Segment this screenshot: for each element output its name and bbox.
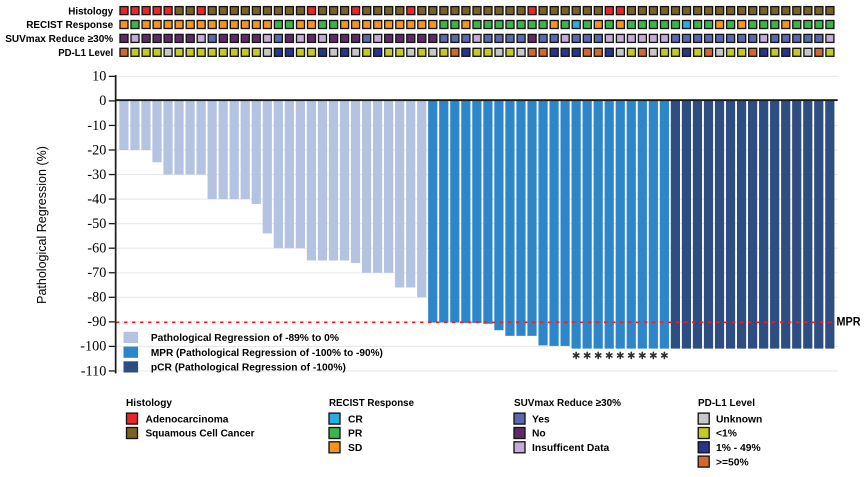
- svg-text:RECIST Response: RECIST Response: [329, 398, 414, 409]
- svg-text:MPR: MPR: [837, 317, 862, 329]
- svg-text:Adenocarcinoma: Adenocarcinoma: [146, 414, 229, 425]
- svg-text:-90: -90: [87, 314, 106, 330]
- svg-text:SUVmax Reduce ≥30%: SUVmax Reduce ≥30%: [5, 34, 113, 45]
- svg-text:-70: -70: [87, 265, 106, 281]
- svg-text:Yes: Yes: [532, 414, 550, 425]
- svg-text:Pathological Regression (%): Pathological Regression (%): [35, 146, 49, 304]
- svg-text:0: 0: [99, 93, 106, 109]
- svg-text:SUVmax Reduce ≥30%: SUVmax Reduce ≥30%: [514, 398, 621, 409]
- svg-text:<1%: <1%: [716, 429, 737, 440]
- svg-text:>=50%: >=50%: [716, 457, 749, 468]
- svg-text:PD-L1 Level: PD-L1 Level: [58, 48, 113, 59]
- svg-text:Insufficent Data: Insufficent Data: [532, 443, 610, 454]
- svg-text:-100: -100: [80, 339, 106, 355]
- svg-text:-60: -60: [87, 241, 106, 257]
- svg-text:-30: -30: [87, 167, 106, 183]
- svg-text:-10: -10: [87, 118, 106, 134]
- svg-text:-110: -110: [81, 363, 106, 379]
- svg-text:Unknown: Unknown: [716, 414, 762, 425]
- svg-text:10: 10: [92, 69, 106, 85]
- svg-text:-20: -20: [87, 142, 106, 158]
- svg-text:CR: CR: [348, 414, 363, 425]
- svg-text:Squamous Cell Cancer: Squamous Cell Cancer: [146, 429, 255, 440]
- svg-text:pCR (Pathological Regression o: pCR (Pathological Regression of -100%): [151, 363, 346, 374]
- svg-text:No: No: [532, 429, 546, 440]
- svg-text:-40: -40: [87, 191, 106, 207]
- svg-text:SD: SD: [348, 443, 362, 454]
- svg-text:Histology: Histology: [126, 398, 172, 409]
- svg-text:MPR (Pathological Regression o: MPR (Pathological Regression of -100% to…: [151, 348, 383, 359]
- svg-text:-80: -80: [87, 290, 106, 306]
- svg-text:RECIST Response: RECIST Response: [26, 20, 113, 31]
- svg-text:1% - 49%: 1% - 49%: [716, 443, 761, 454]
- svg-text:PD-L1 Level: PD-L1 Level: [698, 398, 755, 409]
- svg-text:Histology: Histology: [68, 6, 113, 17]
- svg-text:Pathological Regression of -89: Pathological Regression of -89% to 0%: [151, 333, 339, 344]
- svg-text:PR: PR: [348, 429, 363, 440]
- svg-text:-50: -50: [87, 216, 106, 232]
